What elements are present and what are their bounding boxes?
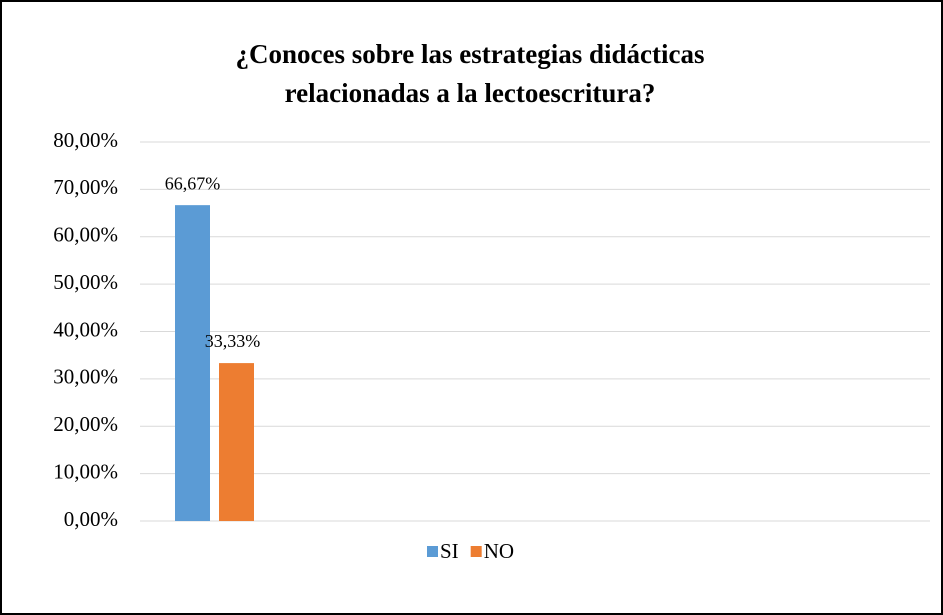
legend-swatch bbox=[427, 546, 438, 557]
y-tick-label: 80,00% bbox=[53, 128, 118, 152]
y-tick-label: 60,00% bbox=[53, 223, 118, 247]
y-tick-label: 20,00% bbox=[53, 412, 118, 436]
chart-title: relacionadas a la lectoescritura? bbox=[285, 78, 656, 108]
y-tick-label: 70,00% bbox=[53, 175, 118, 199]
bar bbox=[219, 363, 254, 521]
y-tick-label: 10,00% bbox=[53, 459, 118, 483]
data-label: 66,67% bbox=[165, 173, 221, 193]
y-tick-label: 0,00% bbox=[64, 507, 118, 531]
y-tick-label: 40,00% bbox=[53, 317, 118, 341]
legend-label: NO bbox=[484, 539, 514, 563]
legend-swatch bbox=[470, 546, 482, 557]
y-tick-label: 50,00% bbox=[53, 270, 118, 294]
chart-title: ¿Conoces sobre las estrategias didáctica… bbox=[236, 39, 705, 69]
data-label: 33,33% bbox=[205, 331, 261, 351]
bar bbox=[175, 205, 210, 521]
y-tick-label: 30,00% bbox=[53, 365, 118, 389]
legend-label: SI bbox=[440, 539, 459, 563]
